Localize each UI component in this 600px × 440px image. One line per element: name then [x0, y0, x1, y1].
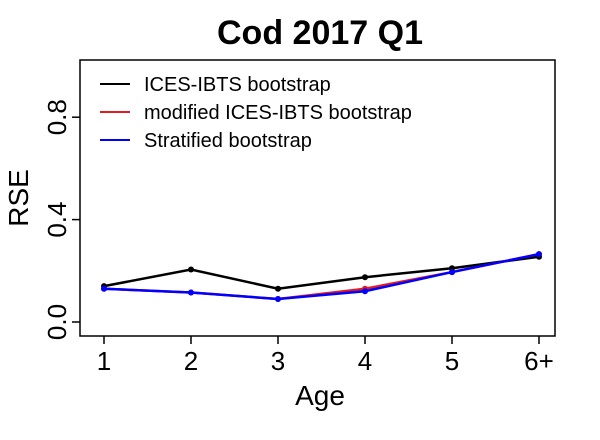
y-tick-label: 0.8	[42, 99, 72, 135]
data-point	[188, 266, 194, 273]
legend-entry: ICES-IBTS bootstrap	[144, 74, 331, 96]
y-axis-label: RSE	[3, 169, 34, 227]
series-group	[101, 251, 542, 302]
chart-title: Cod 2017 Q1	[217, 14, 423, 52]
legend-entry: modified ICES-IBTS bootstrap	[144, 102, 412, 124]
x-tick-label: 4	[358, 346, 372, 376]
data-point	[101, 285, 107, 292]
x-tick-label: 5	[445, 346, 459, 376]
x-tick-label: 1	[97, 346, 111, 376]
x-axis-label: Age	[295, 380, 345, 411]
legend-entry: Stratified bootstrap	[144, 130, 312, 152]
x-tick-label: 6+	[524, 346, 554, 376]
data-point	[536, 251, 542, 258]
legend: ICES-IBTS bootstrap modified ICES-IBTS bo…	[100, 74, 412, 152]
series-group	[101, 253, 542, 292]
y-tick-label: 0.0	[42, 304, 72, 340]
data-point	[449, 269, 455, 276]
y-axis: 0.0 0.4 0.8	[42, 99, 80, 340]
data-point	[275, 295, 281, 302]
data-point	[362, 274, 368, 281]
y-tick-label: 0.4	[42, 202, 72, 238]
series-layer	[101, 251, 542, 302]
series-line	[103, 255, 540, 290]
x-axis: 1 2 3 4 5 6+	[97, 336, 554, 376]
x-tick-label: 3	[271, 346, 285, 376]
plot-frame	[79, 59, 556, 337]
x-tick-label: 2	[184, 346, 198, 376]
data-point	[188, 289, 194, 296]
data-point	[275, 285, 281, 292]
data-point	[362, 288, 368, 295]
series-line	[103, 252, 540, 301]
